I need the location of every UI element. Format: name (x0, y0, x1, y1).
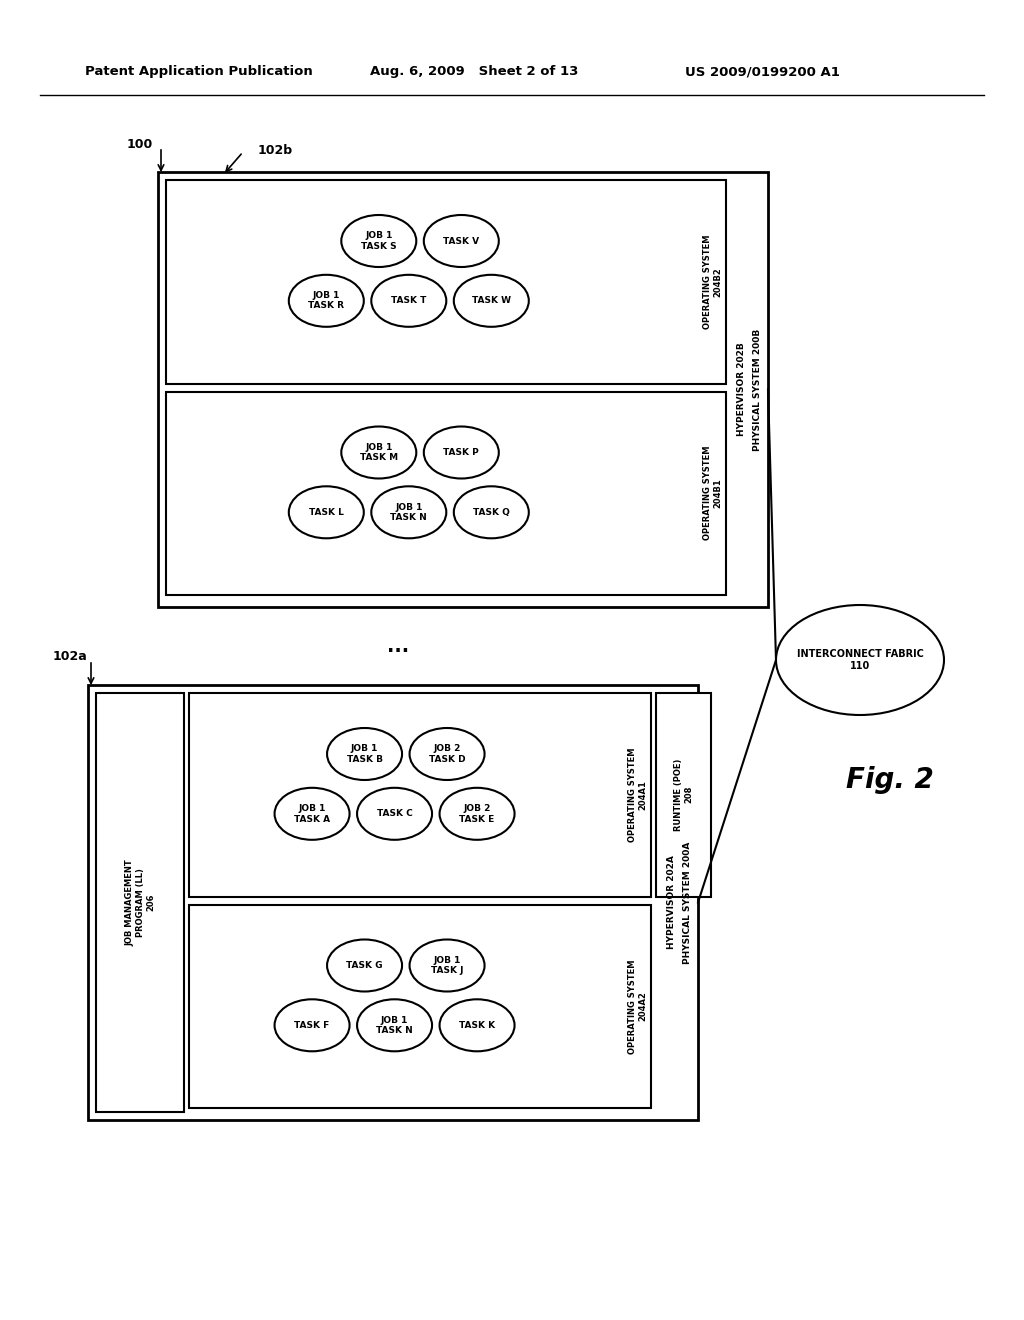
Text: JOB 1
TASK R: JOB 1 TASK R (308, 292, 344, 310)
Ellipse shape (776, 605, 944, 715)
Ellipse shape (410, 940, 484, 991)
Text: JOB 1
TASK N: JOB 1 TASK N (390, 503, 427, 521)
Bar (166, 392, 726, 595)
Text: TASK P: TASK P (443, 447, 479, 457)
Text: TASK C: TASK C (377, 809, 413, 818)
Text: Fig. 2: Fig. 2 (846, 766, 934, 795)
Ellipse shape (424, 426, 499, 479)
Text: PHYSICAL SYSTEM 200B: PHYSICAL SYSTEM 200B (754, 329, 763, 450)
Bar (189, 904, 651, 1107)
Ellipse shape (357, 999, 432, 1051)
Ellipse shape (289, 275, 364, 327)
Text: HYPERVISOR 202B: HYPERVISOR 202B (736, 343, 745, 437)
Text: TASK T: TASK T (391, 296, 426, 305)
Text: TASK W: TASK W (472, 296, 511, 305)
Text: 100: 100 (127, 137, 154, 150)
Text: OPERATING SYSTEM
204A1: OPERATING SYSTEM 204A1 (629, 747, 648, 842)
Text: US 2009/0199200 A1: US 2009/0199200 A1 (685, 66, 840, 78)
Text: TASK K: TASK K (459, 1020, 496, 1030)
Ellipse shape (372, 275, 446, 327)
Ellipse shape (439, 999, 514, 1051)
Ellipse shape (341, 426, 417, 479)
Text: ...: ... (387, 636, 409, 656)
Ellipse shape (357, 788, 432, 840)
Ellipse shape (410, 729, 484, 780)
Bar (189, 693, 651, 896)
Text: OPERATING SYSTEM
204B1: OPERATING SYSTEM 204B1 (703, 446, 723, 540)
Text: JOB 1
TASK B: JOB 1 TASK B (346, 744, 383, 764)
Ellipse shape (424, 215, 499, 267)
Text: TASK V: TASK V (443, 236, 479, 246)
Text: JOB 2
TASK D: JOB 2 TASK D (429, 744, 465, 764)
Text: TASK Q: TASK Q (473, 508, 510, 517)
Bar (166, 180, 726, 384)
Ellipse shape (454, 275, 528, 327)
Bar (656, 693, 711, 896)
Text: 102b: 102b (258, 144, 293, 157)
Ellipse shape (327, 940, 402, 991)
Text: HYPERVISOR 202A: HYPERVISOR 202A (667, 855, 676, 949)
Text: OPERATING SYSTEM
204A2: OPERATING SYSTEM 204A2 (629, 960, 648, 1053)
Text: JOB 2
TASK E: JOB 2 TASK E (460, 804, 495, 824)
Text: PHYSICAL SYSTEM 200A: PHYSICAL SYSTEM 200A (683, 841, 692, 964)
Ellipse shape (289, 486, 364, 539)
Ellipse shape (372, 486, 446, 539)
Ellipse shape (341, 215, 417, 267)
Text: JOB 1
TASK A: JOB 1 TASK A (294, 804, 330, 824)
Text: JOB MANAGEMENT
PROGRAM (LL)
206: JOB MANAGEMENT PROGRAM (LL) 206 (125, 859, 155, 946)
Text: JOB 1
TASK S: JOB 1 TASK S (361, 231, 396, 251)
Bar (88, 685, 698, 1119)
Text: INTERCONNECT FABRIC
110: INTERCONNECT FABRIC 110 (797, 649, 924, 671)
Bar (96, 693, 184, 1111)
Text: OPERATING SYSTEM
204B2: OPERATING SYSTEM 204B2 (703, 235, 723, 329)
Text: JOB 1
TASK M: JOB 1 TASK M (359, 442, 398, 462)
Ellipse shape (454, 486, 528, 539)
Text: JOB 1
TASK N: JOB 1 TASK N (376, 1015, 413, 1035)
Text: TASK G: TASK G (346, 961, 383, 970)
Text: JOB 1
TASK J: JOB 1 TASK J (431, 956, 463, 975)
Text: 102a: 102a (52, 651, 87, 664)
Ellipse shape (274, 999, 349, 1051)
Bar (158, 172, 768, 607)
Text: TASK F: TASK F (295, 1020, 330, 1030)
Text: Aug. 6, 2009   Sheet 2 of 13: Aug. 6, 2009 Sheet 2 of 13 (370, 66, 579, 78)
Ellipse shape (274, 788, 349, 840)
Text: RUNTIME (POE)
208: RUNTIME (POE) 208 (674, 759, 693, 830)
Text: TASK L: TASK L (309, 508, 344, 517)
Text: Patent Application Publication: Patent Application Publication (85, 66, 312, 78)
Ellipse shape (439, 788, 514, 840)
Ellipse shape (327, 729, 402, 780)
